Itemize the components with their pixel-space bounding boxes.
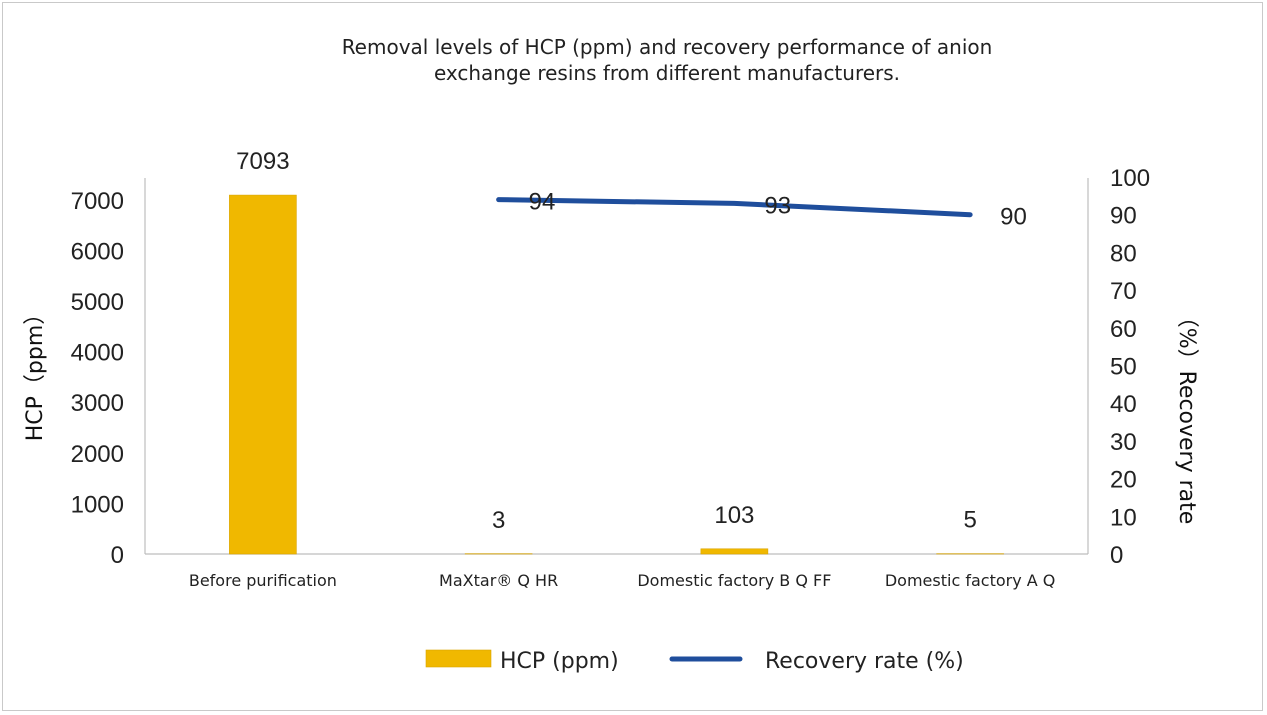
hcp-data-label: 103 bbox=[714, 502, 754, 529]
right-tick-label: 10 bbox=[1110, 504, 1137, 531]
right-tick-label: 80 bbox=[1110, 240, 1137, 267]
right-tick-label: 90 bbox=[1110, 203, 1137, 230]
left-axis-ticks: 0 1000 2000 3000 4000 5000 6000 7000 bbox=[71, 188, 124, 569]
right-tick-label: 100 bbox=[1110, 165, 1150, 192]
hcp-bars bbox=[229, 194, 1004, 555]
right-tick-label: 0 bbox=[1110, 542, 1123, 569]
chart-title: Removal levels of HCP (ppm) and recovery… bbox=[342, 35, 993, 85]
left-tick-label: 2000 bbox=[71, 441, 124, 468]
legend-label-recovery: Recovery rate (%) bbox=[765, 649, 964, 674]
left-tick-label: 7000 bbox=[71, 188, 124, 215]
category-label: MaXtar® Q HR bbox=[439, 571, 558, 590]
left-tick-label: 5000 bbox=[71, 289, 124, 316]
hcp-data-label: 3 bbox=[492, 507, 505, 534]
axes bbox=[144, 178, 1089, 555]
right-tick-label: 30 bbox=[1110, 429, 1137, 456]
hcp-data-label: 5 bbox=[963, 507, 976, 534]
right-tick-label: 40 bbox=[1110, 391, 1137, 418]
chart-title-line-2: exchange resins from different manufactu… bbox=[434, 61, 900, 85]
data-labels: 7093 3 103 5 94 93 90 bbox=[236, 148, 1027, 534]
right-tick-label: 70 bbox=[1110, 278, 1137, 305]
recovery-line bbox=[496, 197, 973, 218]
legend-label-hcp: HCP (ppm) bbox=[500, 649, 619, 674]
hcp-bar bbox=[229, 194, 297, 555]
left-axis-title: HCP（ppm） bbox=[23, 303, 48, 442]
recovery-data-label: 94 bbox=[529, 189, 556, 216]
right-tick-label: 50 bbox=[1110, 354, 1137, 381]
hcp-data-label: 7093 bbox=[236, 148, 289, 175]
recovery-data-label: 90 bbox=[1000, 204, 1027, 231]
right-tick-label: 60 bbox=[1110, 316, 1137, 343]
recovery-data-label: 93 bbox=[764, 192, 791, 219]
category-label: Domestic factory A Q bbox=[885, 571, 1056, 590]
left-tick-label: 6000 bbox=[71, 238, 124, 265]
right-axis-ticks: 0 10 20 30 40 50 60 70 80 90 100 bbox=[1110, 165, 1150, 569]
left-tick-label: 0 bbox=[111, 542, 124, 569]
category-label: Before purification bbox=[189, 571, 337, 590]
legend-swatch-hcp bbox=[425, 649, 492, 668]
axis-titles: HCP（ppm） （%）Recovery rate bbox=[23, 303, 1199, 525]
recovery-rate-line bbox=[496, 197, 973, 218]
left-tick-label: 1000 bbox=[71, 491, 124, 518]
left-tick-label: 4000 bbox=[71, 340, 124, 367]
hcp-bar bbox=[700, 548, 769, 555]
right-axis-title: （%）Recovery rate bbox=[1174, 306, 1199, 525]
right-tick-label: 20 bbox=[1110, 467, 1137, 494]
legend: HCP (ppm) Recovery rate (%) bbox=[425, 649, 964, 674]
chart-title-line-1: Removal levels of HCP (ppm) and recovery… bbox=[342, 35, 993, 59]
category-labels: Before purification MaXtar® Q HR Domestic … bbox=[189, 571, 1056, 590]
category-label: Domestic factory B Q FF bbox=[637, 571, 831, 590]
left-tick-label: 3000 bbox=[71, 390, 124, 417]
